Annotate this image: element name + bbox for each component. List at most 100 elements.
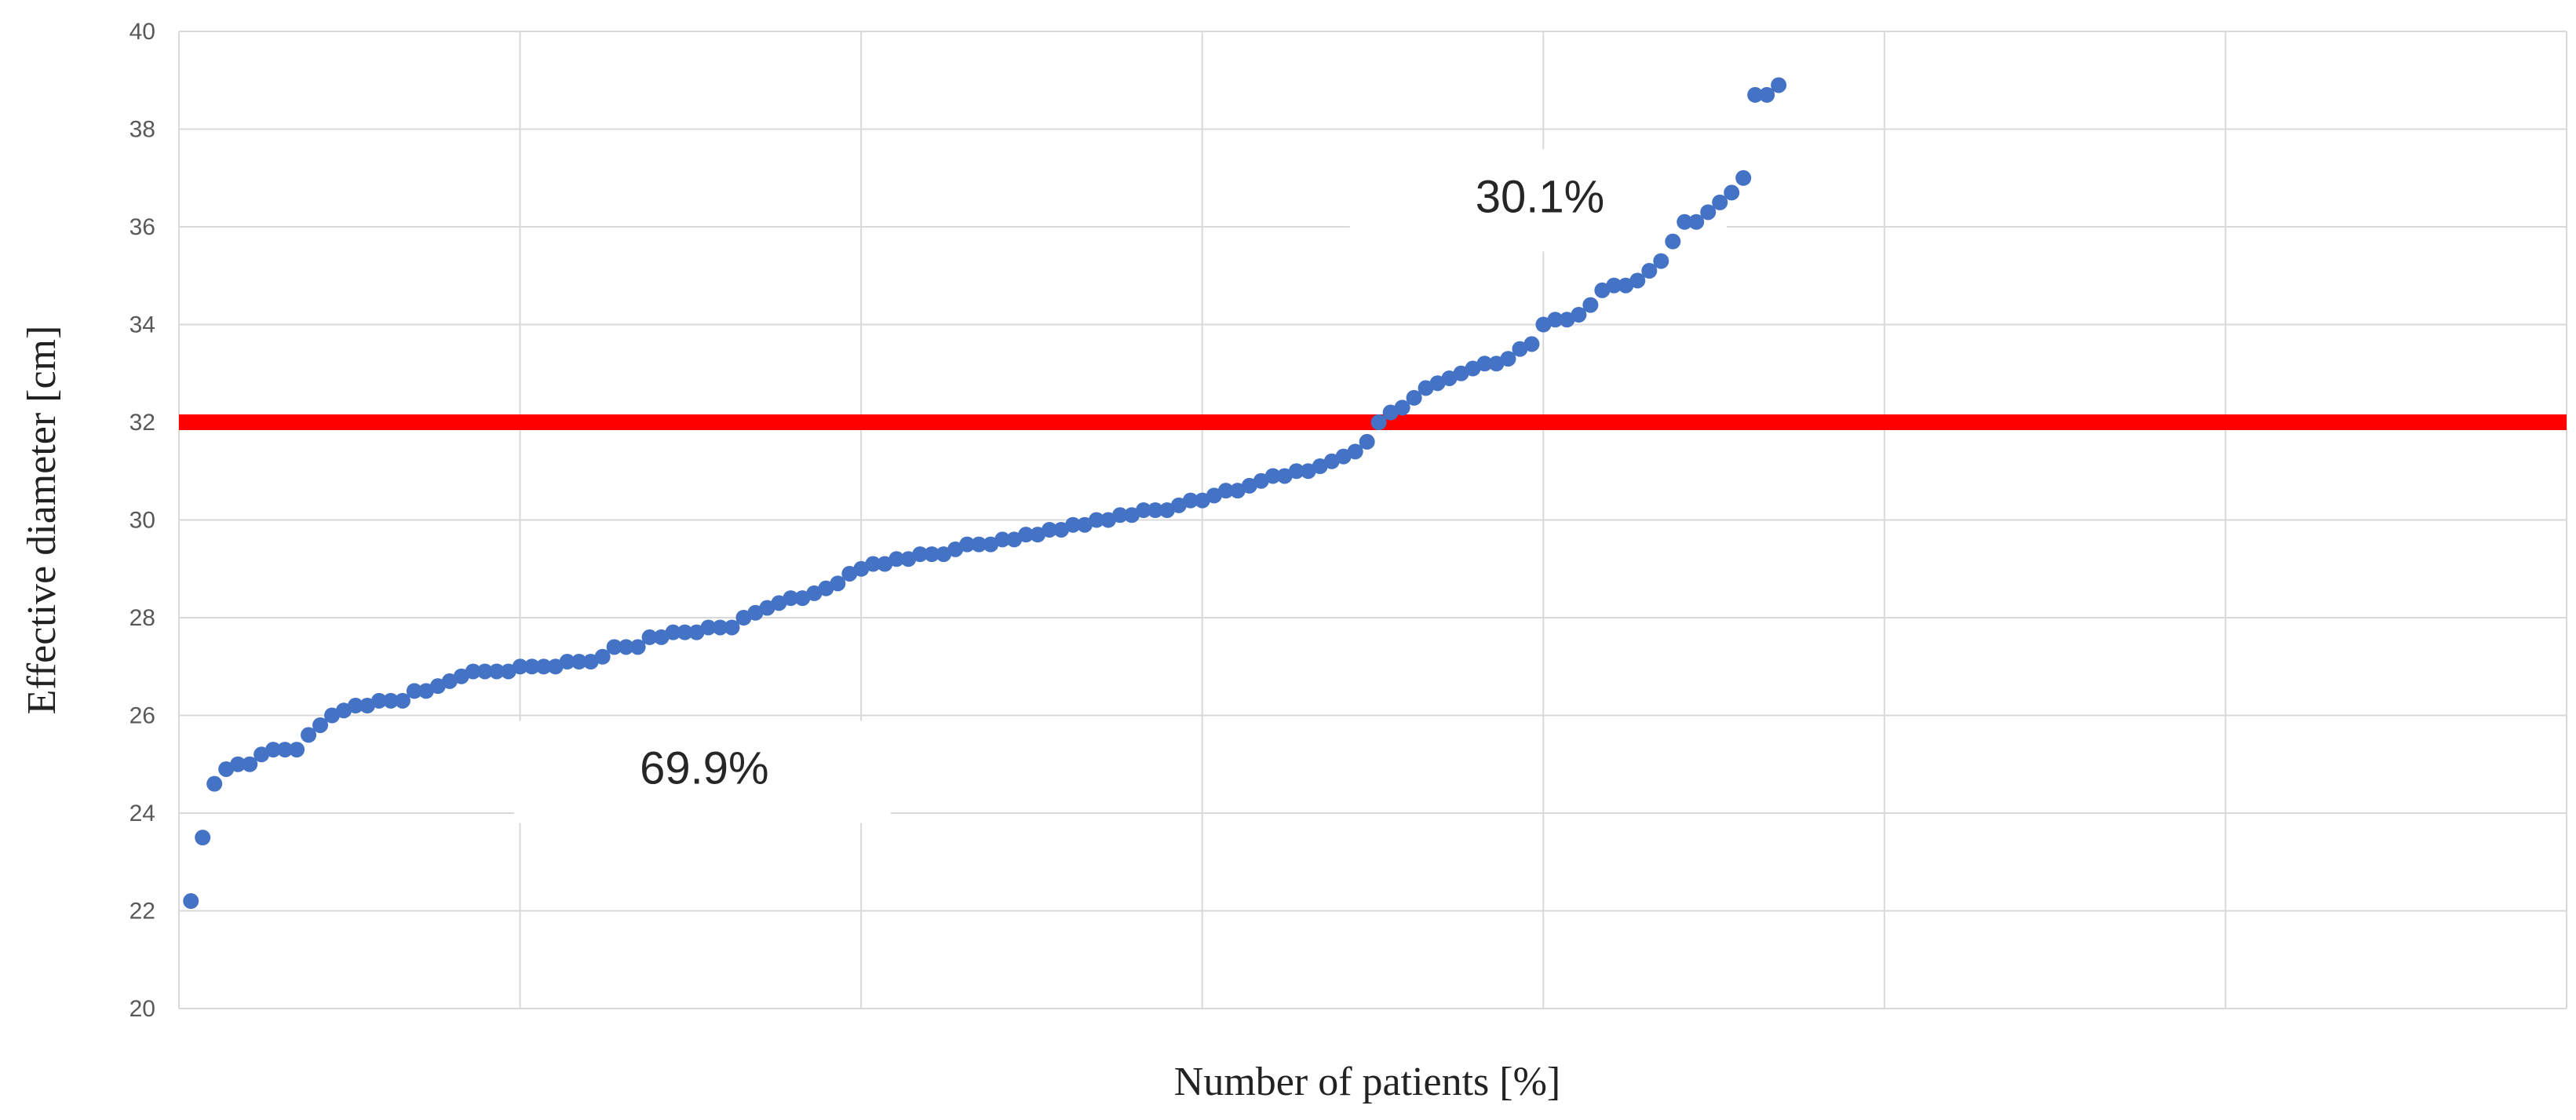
data-point [1500, 351, 1516, 367]
data-point [1677, 213, 1693, 230]
data-point [794, 590, 811, 607]
data-point [1229, 483, 1246, 499]
data-point [1688, 213, 1705, 230]
data-point [771, 595, 787, 611]
data-point [336, 702, 352, 719]
data-point [1476, 356, 1493, 372]
data-point [1323, 453, 1340, 469]
data-point [535, 659, 552, 675]
data-point [700, 619, 717, 636]
data-point [347, 698, 363, 714]
data-point [488, 663, 505, 680]
data-point [1665, 233, 1681, 250]
data-point [183, 893, 199, 910]
data-point [1429, 375, 1446, 392]
data-point [500, 663, 516, 680]
data-point [1042, 521, 1058, 538]
data-point [830, 575, 846, 592]
data-point [1217, 483, 1234, 499]
data-point [924, 546, 940, 563]
y-tick-label: 38 [130, 117, 155, 143]
data-point [1006, 531, 1023, 548]
percentage-annotation: 69.9% [640, 743, 768, 794]
data-point [1170, 497, 1187, 513]
y-tick-label: 28 [130, 605, 155, 631]
y-tick-label: 26 [130, 703, 155, 729]
data-point [677, 624, 693, 640]
data-point [841, 565, 858, 582]
data-point [724, 619, 740, 636]
data-point [747, 604, 764, 621]
data-point [618, 639, 634, 655]
data-point [254, 746, 270, 763]
data-point [1123, 507, 1140, 524]
annotation-layer: 30.1% 69.9% [514, 149, 1727, 823]
data-point [606, 639, 622, 655]
data-point [1618, 277, 1634, 294]
data-point [1735, 170, 1752, 186]
data-point [1571, 307, 1587, 323]
data-point [206, 775, 223, 792]
data-point [1453, 365, 1469, 381]
data-point [1147, 502, 1163, 519]
data-point [900, 551, 917, 567]
data-point [1653, 253, 1669, 269]
data-point [1288, 463, 1304, 480]
data-point [1712, 194, 1728, 210]
data-point [1535, 316, 1552, 333]
y-tick-label: 40 [130, 19, 155, 45]
data-point [1065, 516, 1082, 533]
y-tick-labels: 20 22 24 26 28 30 32 34 36 38 40 [130, 19, 155, 1022]
data-point [1077, 516, 1093, 533]
data-point [759, 600, 775, 616]
data-point [1594, 282, 1611, 298]
data-point [665, 624, 681, 640]
data-point [1089, 512, 1105, 528]
data-point [888, 551, 905, 567]
data-point [394, 692, 410, 709]
data-point [1018, 527, 1034, 543]
data-point [688, 624, 705, 640]
data-point [735, 610, 752, 626]
data-point [559, 654, 575, 670]
data-point [1264, 468, 1281, 484]
data-point [818, 580, 834, 596]
data-point [1335, 448, 1352, 465]
y-tick-label: 32 [130, 410, 155, 436]
data-point [1253, 472, 1269, 489]
data-point [971, 536, 987, 553]
y-axis-title: Effective diameter [cm] [20, 326, 64, 715]
data-point [1523, 336, 1540, 352]
data-point [324, 707, 341, 724]
data-point [853, 560, 870, 577]
data-point [1488, 356, 1505, 372]
data-point [476, 663, 493, 680]
data-point [1771, 77, 1787, 93]
data-point [877, 556, 893, 572]
data-point [983, 536, 999, 553]
data-point [265, 742, 282, 758]
data-point [1030, 527, 1046, 543]
annotation-background [1349, 149, 1727, 252]
data-point [312, 717, 329, 733]
data-point [277, 742, 294, 758]
data-points [183, 77, 1787, 910]
data-point [1582, 297, 1599, 313]
data-point [242, 756, 258, 772]
data-point [1512, 341, 1528, 357]
data-point [1724, 184, 1740, 201]
data-point [370, 692, 387, 709]
y-tick-label: 22 [130, 899, 155, 925]
data-point [1700, 204, 1717, 221]
data-point [218, 761, 235, 777]
y-tick-label: 30 [130, 508, 155, 534]
data-point [936, 546, 952, 563]
data-point [1206, 487, 1222, 504]
data-point [512, 659, 528, 675]
data-point [1547, 312, 1563, 328]
y-tick-label: 36 [130, 214, 155, 240]
y-tick-label: 34 [130, 312, 155, 338]
data-point [947, 541, 964, 557]
